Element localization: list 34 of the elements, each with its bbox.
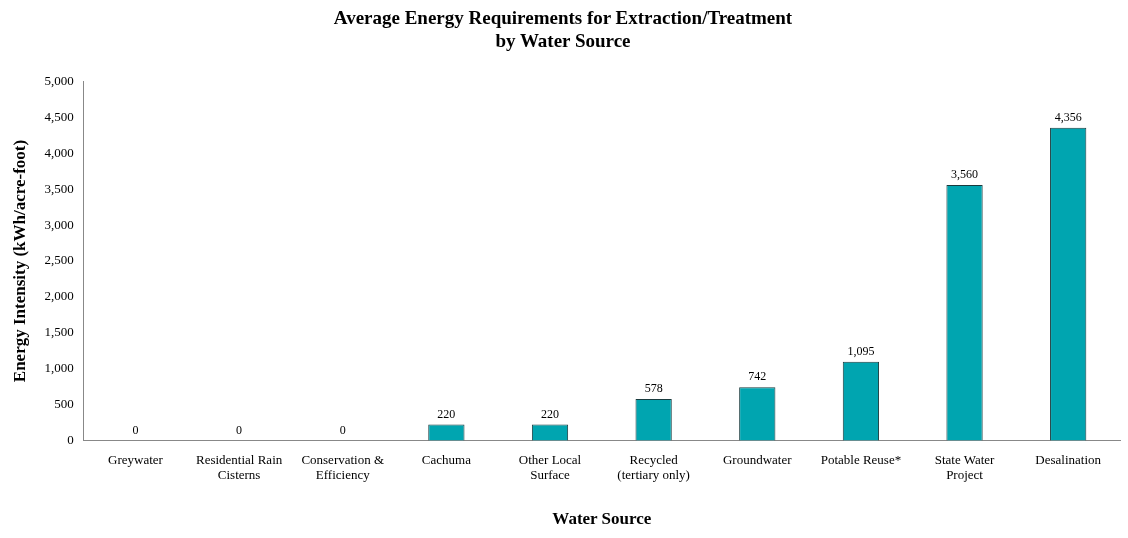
y-tick-label: 4,000 [44, 144, 74, 160]
x-tick-label: Cachuma [421, 451, 472, 467]
x-tick-label: Residential Rain Cisterns [195, 451, 283, 483]
data-label: 578 [644, 381, 663, 396]
data-label: 0 [236, 422, 243, 437]
x-tick-label: Greywater [108, 451, 164, 467]
x-tick-label: State Water Project [934, 451, 996, 483]
data-label: 220 [437, 406, 456, 421]
y-tick-label: 1,000 [44, 360, 74, 376]
y-tick-label: 1,500 [44, 324, 74, 340]
data-label: 742 [748, 369, 767, 384]
y-tick-label: 2,500 [44, 252, 74, 268]
y-axis-title: Energy Intensity (kWh/acre-foot) [9, 139, 29, 383]
y-tick-label: 3,500 [44, 180, 74, 196]
x-tick-label: Recycled (tertiary only) [617, 451, 690, 483]
data-label: 0 [339, 422, 346, 437]
x-tick-label: Other Local Surface [518, 451, 582, 483]
data-label: 3,560 [951, 167, 979, 182]
data-label: 220 [541, 406, 560, 421]
y-tick-label: 3,000 [44, 216, 74, 232]
y-tick-label: 500 [54, 395, 74, 411]
x-tick-label: Groundwater [722, 451, 793, 467]
x-axis-title: Water Source [552, 509, 652, 529]
x-tick-label: Potable Reuse* [820, 451, 902, 467]
data-label: 1,095 [847, 343, 875, 358]
data-label: 0 [132, 422, 139, 437]
y-tick-label: 4,500 [44, 108, 74, 124]
x-tick-label: Conservation & Efficiency [301, 451, 385, 483]
y-tick-label: 5,000 [44, 73, 74, 89]
data-label: 4,356 [1054, 109, 1082, 124]
y-tick-label: 0 [67, 431, 74, 447]
y-tick-label: 2,000 [44, 288, 74, 304]
chart-title: Average Energy Requirements for Extraction/Treatment by Water Source [333, 7, 793, 52]
x-tick-label: Desalination [1035, 451, 1102, 467]
